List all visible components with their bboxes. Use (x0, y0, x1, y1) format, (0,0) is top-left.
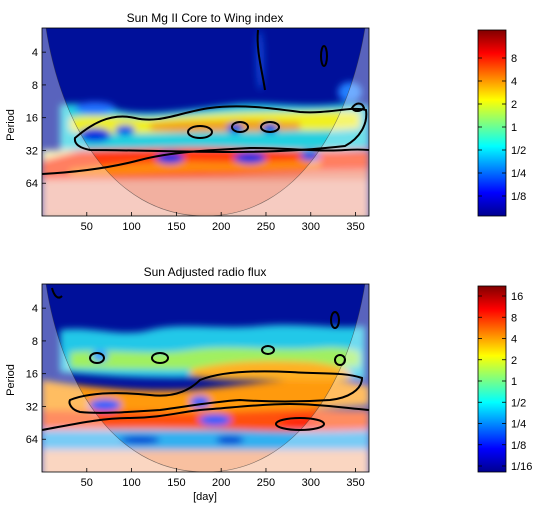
chart-1-y-ticks: 4 8 16 32 64 (26, 47, 46, 190)
colorbar-tick-label: 1 (511, 376, 517, 388)
x-tick-label: 300 (302, 477, 320, 489)
chart-2: Sun Adjusted radio flux (5, 265, 532, 503)
chart-2-ylabel: Period (5, 364, 17, 396)
chart-1-colorbar (477, 29, 507, 217)
colorbar-tick-label: 8 (511, 53, 517, 65)
y-tick-label: 4 (32, 47, 38, 59)
y-tick-label: 4 (32, 303, 38, 315)
x-tick-label: 100 (122, 477, 140, 489)
colorbar-tick-label: 2 (511, 355, 517, 367)
colorbar-tick-label: 1/16 (511, 461, 532, 473)
y-tick-label: 32 (26, 145, 38, 157)
chart-2-xlabel: [day] (193, 491, 217, 503)
chart-2-plot-area (42, 284, 369, 472)
x-tick-label: 50 (81, 221, 93, 233)
chart-1-ylabel: Period (5, 109, 17, 141)
chart-2-colorbar (477, 285, 507, 473)
chart-1-title: Sun Mg II Core to Wing index (127, 11, 284, 25)
chart-2-title: Sun Adjusted radio flux (144, 265, 267, 279)
x-tick-label: 350 (346, 221, 364, 233)
chart-2-y-ticks: 4 8 16 32 64 (26, 303, 46, 446)
y-tick-label: 16 (26, 369, 38, 381)
x-tick-label: 300 (302, 221, 320, 233)
y-tick-label: 16 (26, 113, 38, 125)
colorbar-tick-label: 16 (511, 291, 523, 303)
x-tick-label: 200 (212, 221, 230, 233)
x-tick-label: 250 (257, 477, 275, 489)
x-tick-label: 200 (212, 477, 230, 489)
x-tick-label: 350 (346, 477, 364, 489)
chart-1-plot-area (42, 28, 369, 216)
colorbar-tick-label: 1/2 (511, 397, 526, 409)
x-tick-label: 50 (81, 477, 93, 489)
colorbar-tick-label: 1/2 (511, 145, 526, 157)
x-tick-label: 250 (257, 221, 275, 233)
colorbar-tick-label: 1/4 (511, 419, 526, 431)
colorbar-tick-label: 1/8 (511, 440, 526, 452)
y-tick-label: 8 (32, 80, 38, 92)
y-tick-label: 8 (32, 336, 38, 348)
chart-1: Sun Mg II Core to Wing index (5, 11, 526, 233)
y-tick-label: 64 (26, 434, 38, 446)
chart-2-x-ticks: 50 100 150 200 250 300 350 (81, 468, 365, 489)
colorbar-tick-label: 4 (511, 334, 517, 346)
colorbar-tick-label: 1/4 (511, 168, 526, 180)
x-tick-label: 150 (167, 477, 185, 489)
colorbar-tick-label: 2 (511, 99, 517, 111)
chart-2-colorbar-ticks: 16 8 4 2 1 1/2 1/4 1/8 1/16 (478, 291, 532, 473)
y-tick-label: 32 (26, 401, 38, 413)
chart-1-x-ticks: 50 100 150 200 250 300 350 (81, 212, 365, 233)
colorbar-tick-label: 1/8 (511, 191, 526, 203)
colorbar-tick-label: 1 (511, 122, 517, 134)
colorbar-tick-label: 8 (511, 312, 517, 324)
x-tick-label: 150 (167, 221, 185, 233)
y-tick-label: 64 (26, 178, 38, 190)
x-tick-label: 100 (122, 221, 140, 233)
colorbar-tick-label: 4 (511, 76, 517, 88)
chart-1-colorbar-ticks: 8 4 2 1 1/2 1/4 1/8 (478, 53, 526, 203)
